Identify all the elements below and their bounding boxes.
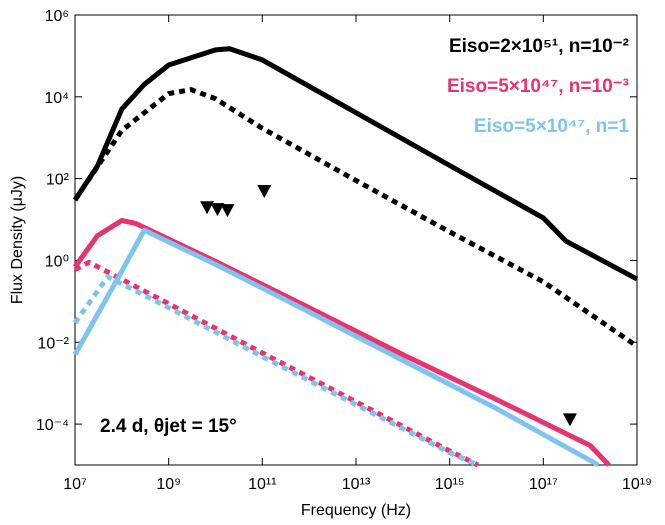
legend-entry: Eiso=5×10⁴⁷, n=1 [474,116,630,137]
upper-limit-marker [210,203,225,217]
y-axis-label: Flux Density (μJy) [9,176,26,304]
x-axis-label: Frequency (Hz) [301,502,411,519]
y-tick-label: 10⁻⁴ [36,417,69,434]
y-tick-label: 10⁴ [44,90,69,107]
x-tick-label: 10⁹ [156,476,181,493]
series-line [72,46,639,282]
x-tick-label: 10¹⁹ [622,476,652,493]
series-line [72,274,479,468]
series-line [72,87,639,349]
y-tick-label: 10⁰ [45,253,69,270]
upper-limit-marker [220,204,235,218]
x-tick-label: 10¹⁷ [529,476,558,493]
y-tick-label: 10⁻² [37,335,69,352]
annotation: 2.4 d, θjet = 15° [100,416,237,437]
y-tick-label: 10² [46,172,70,189]
y-tick-label: 10⁶ [45,8,69,25]
upper-limit-marker [200,201,215,215]
legend-entry: Eiso=5×10⁴⁷, n=10⁻³ [447,76,629,97]
series-line [72,227,600,468]
x-tick-label: 10¹¹ [248,476,276,493]
x-tick-label: 10¹³ [342,476,371,493]
x-tick-label: 10¹⁵ [435,476,465,493]
upper-limit-marker [562,413,577,427]
x-tick-label: 10⁷ [63,476,87,493]
legend-entry: Eiso=2×10⁵¹, n=10⁻² [449,36,629,57]
upper-limit-marker [257,184,272,198]
series-line [72,218,611,467]
